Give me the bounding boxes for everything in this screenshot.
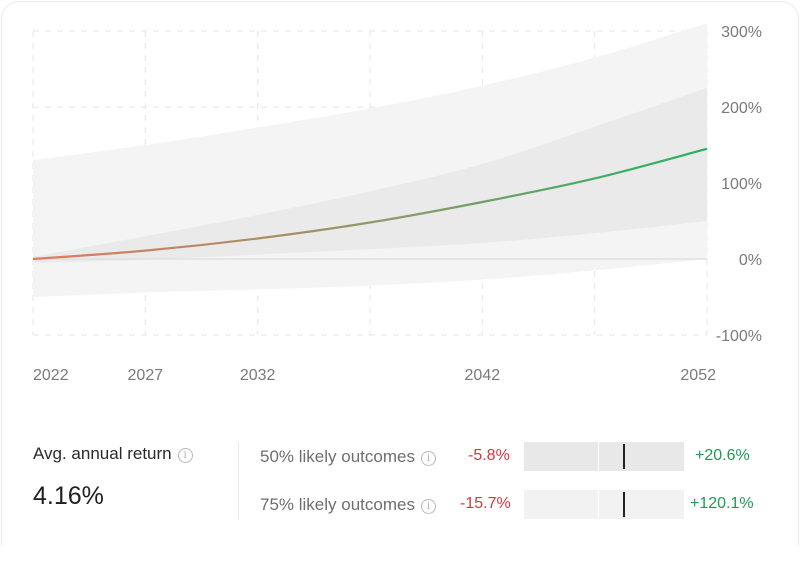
avg-return-value: 4.16%	[33, 482, 104, 510]
bar-gridline	[598, 490, 599, 519]
stats-panel: Avg. annual return i 4.16% 50% likely out…	[2, 432, 802, 542]
info-icon[interactable]: i	[420, 499, 436, 514]
median-line	[32, 147, 708, 261]
projection-card: 300% 200% 100% 0% -100% 2022 2027 2032 2042 2052 …	[1, 1, 799, 546]
y-tick-label: 100%	[721, 176, 762, 193]
y-tick-label: 0%	[739, 252, 762, 269]
avg-return-label: Avg. annual return	[33, 444, 172, 463]
outcome-label: 50% likely outcomes	[260, 447, 415, 466]
outcome-range-bar	[524, 490, 684, 519]
bar-gridline	[598, 442, 599, 471]
outcome-label-row: 75% likely outcomes i	[260, 495, 436, 515]
y-tick-label: 300%	[721, 24, 762, 41]
outcome-label-row: 50% likely outcomes i	[260, 447, 436, 467]
x-tick-label: 2027	[128, 367, 164, 384]
info-icon[interactable]: i	[420, 451, 436, 466]
outcome-marker	[623, 492, 625, 517]
divider	[238, 442, 239, 520]
outcome-low-value: -5.8%	[468, 447, 510, 464]
x-tick-label: 2032	[240, 367, 276, 384]
info-icon[interactable]: i	[177, 448, 193, 463]
x-tick-label: 2022	[33, 367, 69, 384]
y-tick-label: -100%	[716, 328, 762, 345]
outcome-high-value: +120.1%	[690, 495, 754, 512]
x-tick-label: 2052	[680, 367, 716, 384]
avg-return-label-row: Avg. annual return i	[33, 444, 193, 464]
outcome-range-bar	[524, 442, 684, 471]
outcome-high-value: +20.6%	[695, 447, 750, 464]
band-50	[33, 88, 707, 263]
y-tick-label: 200%	[721, 100, 762, 117]
outcome-label: 75% likely outcomes	[260, 495, 415, 514]
x-tick-label: 2042	[465, 367, 501, 384]
outcome-row-75: 75% likely outcomes i -15.7% +120.1%	[260, 490, 770, 520]
outcome-low-value: -15.7%	[460, 495, 511, 512]
outcome-marker	[623, 444, 625, 469]
outcome-row-50: 50% likely outcomes i -5.8% +20.6%	[260, 442, 770, 472]
projection-chart: 300% 200% 100% 0% -100% 2022 2027 2032 2042 2052	[32, 23, 762, 384]
